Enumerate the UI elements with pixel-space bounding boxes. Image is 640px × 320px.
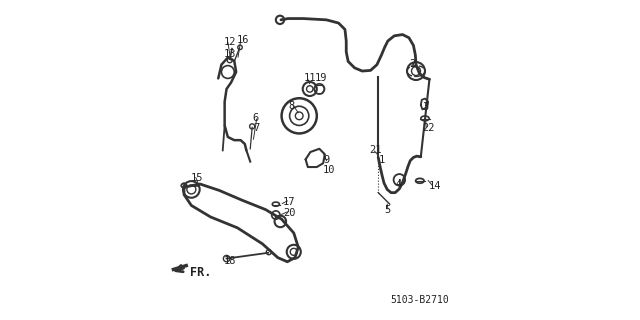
Text: 1: 1	[380, 155, 385, 165]
Text: 13: 13	[224, 49, 237, 60]
Text: 9: 9	[323, 155, 330, 165]
Text: 5103-B2710: 5103-B2710	[390, 295, 449, 305]
Text: 5: 5	[384, 204, 390, 215]
Text: 12: 12	[224, 36, 237, 47]
Text: 3: 3	[422, 102, 429, 112]
Text: 6: 6	[253, 113, 259, 124]
Text: 21: 21	[370, 145, 382, 156]
Text: 17: 17	[283, 196, 296, 207]
Text: 4: 4	[396, 179, 401, 189]
Text: 14: 14	[429, 180, 442, 191]
Text: 18: 18	[224, 256, 237, 266]
Text: FR.: FR.	[191, 266, 212, 279]
Text: 7: 7	[253, 123, 259, 133]
Text: 15: 15	[191, 172, 203, 183]
Text: 11: 11	[304, 73, 317, 84]
Text: 10: 10	[323, 164, 336, 175]
Text: 19: 19	[315, 73, 328, 84]
Text: 2: 2	[410, 59, 416, 69]
Text: 22: 22	[422, 123, 435, 133]
Text: 16: 16	[237, 35, 250, 45]
Text: 8: 8	[288, 100, 294, 111]
Text: 20: 20	[283, 208, 296, 218]
